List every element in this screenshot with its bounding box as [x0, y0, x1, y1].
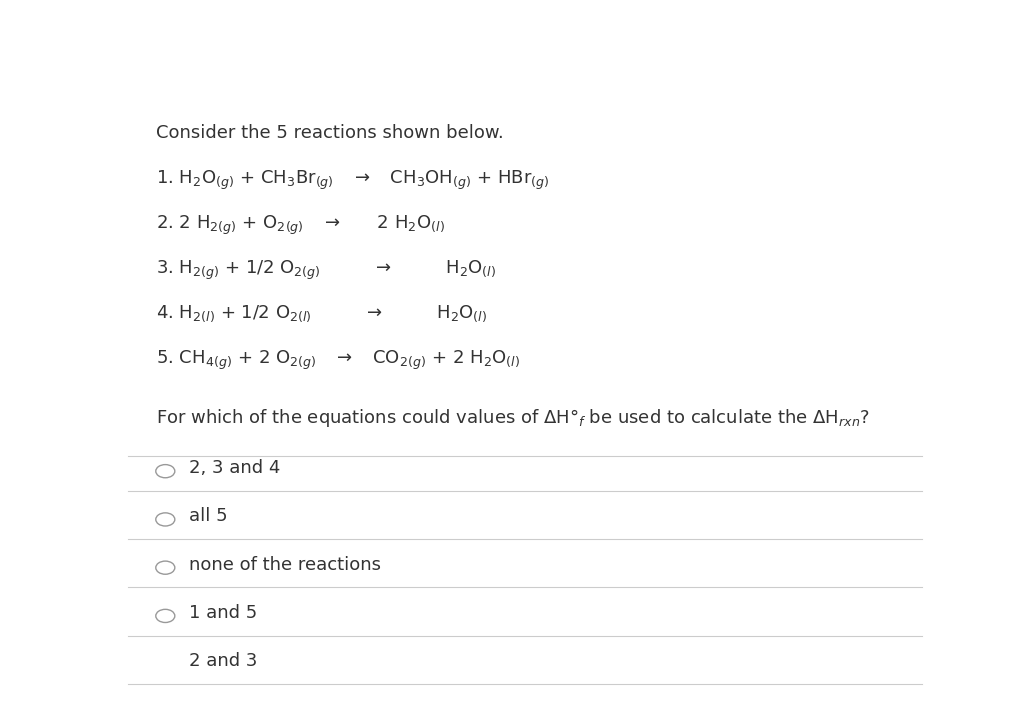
- Text: 5. CH$_{4(g)}$ + 2 O$_{2(g)}$   $\rightarrow$   CO$_{2(g)}$ + 2 H$_2$O$_{(l)}$: 5. CH$_{4(g)}$ + 2 O$_{2(g)}$ $\rightarr…: [156, 349, 520, 372]
- Text: For which of the equations could values of ΔH°$_f$ be used to calculate the ΔH$_: For which of the equations could values …: [156, 407, 869, 429]
- Text: none of the reactions: none of the reactions: [189, 555, 381, 574]
- Text: all 5: all 5: [189, 508, 227, 525]
- Text: Consider the 5 reactions shown below.: Consider the 5 reactions shown below.: [156, 124, 504, 142]
- Text: 4. H$_{2(l)}$ + 1/2 O$_{2(l)}$         $\rightarrow$         H$_2$O$_{(l)}$: 4. H$_{2(l)}$ + 1/2 O$_{2(l)}$ $\rightar…: [156, 303, 487, 324]
- Text: 1. H$_2$O$_{(g)}$ + CH$_3$Br$_{(g)}$   $\rightarrow$   CH$_3$OH$_{(g)}$ + HBr$_{: 1. H$_2$O$_{(g)}$ + CH$_3$Br$_{(g)}$ $\r…: [156, 169, 549, 192]
- Text: 2. 2 H$_{2(g)}$ + O$_{2(g)}$   $\rightarrow$      2 H$_2$O$_{(l)}$: 2. 2 H$_{2(g)}$ + O$_{2(g)}$ $\rightarro…: [156, 214, 444, 237]
- Text: 2 and 3: 2 and 3: [189, 652, 257, 670]
- Text: 2, 3 and 4: 2, 3 and 4: [189, 459, 281, 477]
- Text: 3. H$_{2(g)}$ + 1/2 O$_{2(g)}$         $\rightarrow$         H$_2$O$_{(l)}$: 3. H$_{2(g)}$ + 1/2 O$_{2(g)}$ $\rightar…: [156, 258, 496, 282]
- Text: 1 and 5: 1 and 5: [189, 604, 257, 622]
